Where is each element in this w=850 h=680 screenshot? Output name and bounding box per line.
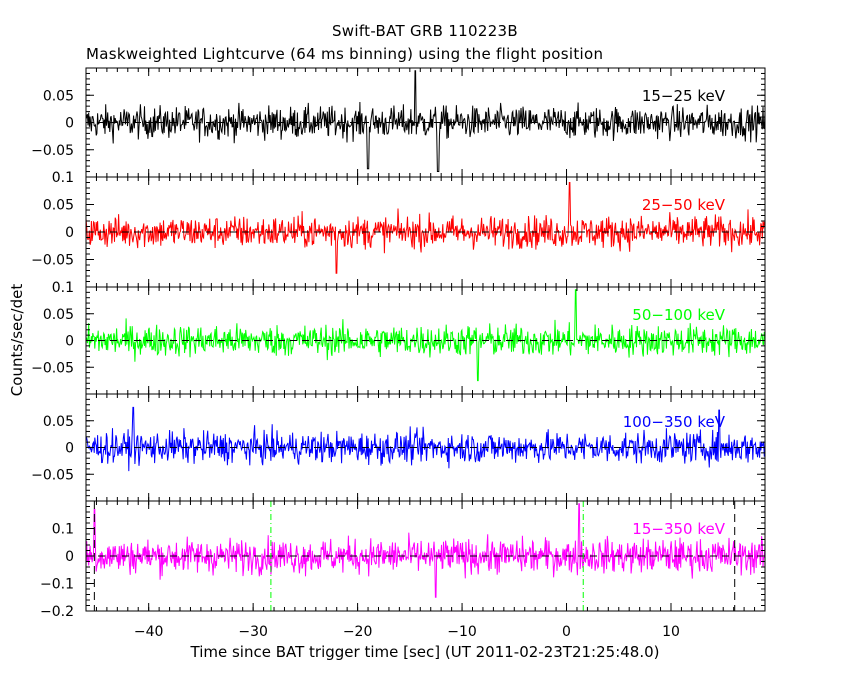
ytick-label: −0.05: [31, 467, 74, 483]
y-axis-label: Counts/sec/det: [8, 284, 26, 397]
xtick-label: 0: [562, 624, 571, 640]
series-label: 25−50 keV: [642, 196, 726, 214]
series-line-2: [85, 182, 766, 274]
panel-3: [85, 286, 766, 395]
panel-5: [85, 500, 766, 612]
xtick-label: −30: [238, 624, 268, 640]
series-label: 15−25 keV: [642, 87, 726, 105]
panel-4: [85, 393, 766, 502]
ytick-label: 0.05: [43, 414, 74, 430]
xtick-label: −40: [134, 624, 164, 640]
ytick-label: −0.1: [40, 577, 74, 593]
ytick-label: 0.05: [43, 88, 74, 104]
ytick-label: −0.05: [31, 253, 74, 269]
ytick-label: 0: [65, 116, 74, 132]
ytick-label: −0.05: [31, 360, 74, 376]
series-line-3: [85, 289, 766, 382]
ytick-label: 0: [65, 549, 74, 565]
x-axis-label: Time since BAT trigger time [sec] (UT 20…: [190, 643, 660, 661]
series-label: 100−350 keV: [623, 413, 726, 431]
ytick-label: 0.1: [52, 280, 74, 296]
ytick-label: 0: [65, 334, 74, 350]
chart-subtitle: Maskweighted Lightcurve (64 ms binning) …: [86, 45, 604, 63]
series-label: 50−100 keV: [632, 306, 725, 324]
ytick-label: 0.05: [43, 198, 74, 214]
series-line-4: [85, 406, 766, 472]
ytick-label: 0: [65, 225, 74, 241]
ytick-label: 0.1: [52, 522, 74, 538]
ytick-label: −0.2: [40, 604, 74, 620]
xtick-label: −10: [447, 624, 477, 640]
ytick-label: 0.05: [43, 307, 74, 323]
xtick-label: 10: [662, 624, 680, 640]
series-line-1: [85, 70, 766, 172]
panel-1: [85, 67, 766, 178]
ytick-label: 0: [65, 441, 74, 457]
chart-title: Swift-BAT GRB 110223B: [331, 22, 518, 40]
series-label: 15−350 keV: [632, 520, 725, 538]
series-line-5: [85, 503, 766, 598]
ytick-label: −0.05: [31, 143, 74, 159]
xtick-label: −20: [343, 624, 373, 640]
ytick-label: 0.1: [52, 170, 74, 186]
panel-2: [85, 176, 766, 288]
